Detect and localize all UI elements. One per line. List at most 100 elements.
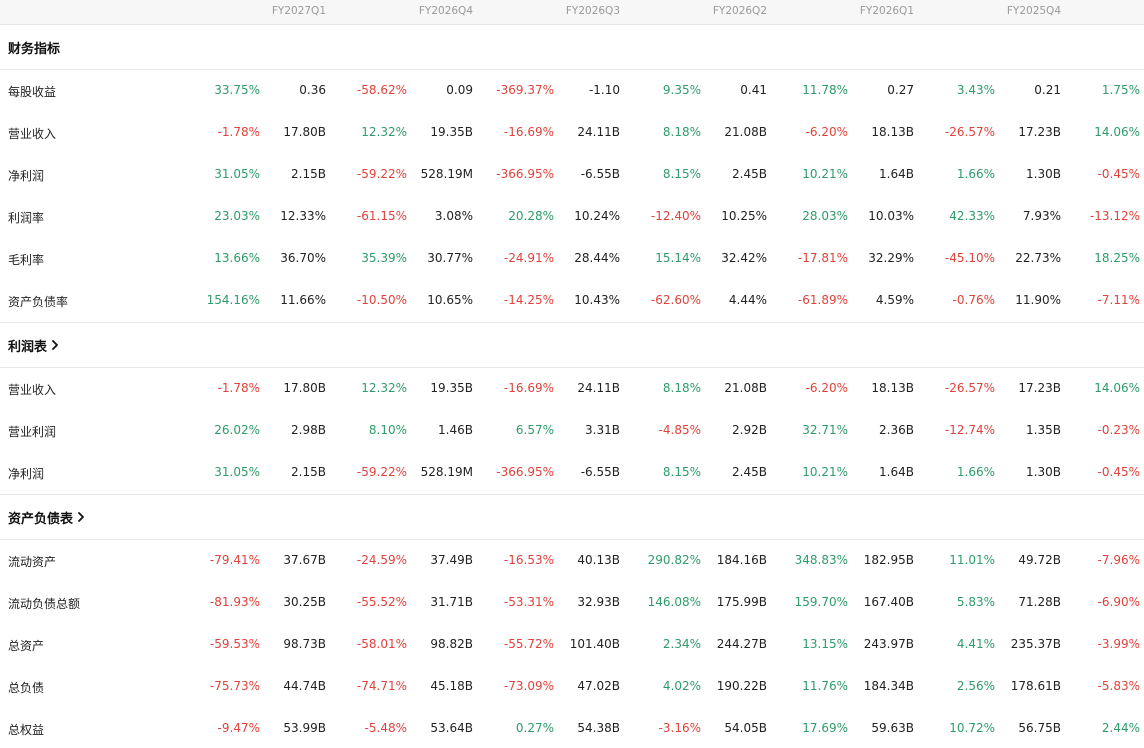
metric-value: 11.90% bbox=[1015, 293, 1061, 307]
metric-value: 44.74B bbox=[283, 679, 326, 693]
change-percent: 11.01% bbox=[949, 553, 995, 567]
metric-value: 49.72B bbox=[1018, 553, 1061, 567]
change-percent: -7.11% bbox=[1097, 293, 1140, 307]
chevron-right-icon bbox=[48, 338, 62, 352]
change-percent: 15.14% bbox=[655, 251, 701, 265]
metric-value: -1.10 bbox=[588, 83, 620, 97]
change-percent: -6.20% bbox=[805, 381, 848, 395]
metric-value: 190.22B bbox=[716, 679, 767, 693]
change-percent: -13.12% bbox=[1089, 209, 1140, 223]
metric-value: 2.45B bbox=[732, 465, 767, 479]
period-header: FY2026Q1 bbox=[859, 5, 914, 17]
change-percent: 26.02% bbox=[214, 423, 260, 437]
metric-value: 59.63B bbox=[871, 721, 914, 735]
metric-value: 71.28B bbox=[1018, 595, 1061, 609]
change-percent: -26.57% bbox=[944, 381, 995, 395]
change-percent: 2.34% bbox=[662, 637, 701, 651]
change-percent: -81.93% bbox=[209, 595, 260, 609]
metric-value: 528.19M bbox=[420, 167, 473, 181]
table-row: 总负债 -75.73% 44.74B -74.71% 45.18B -73.09% 47.0… bbox=[0, 666, 1144, 708]
table-row: 流动资产 -79.41% 37.67B -24.59% 37.49B -16.53% 40.… bbox=[0, 540, 1144, 582]
change-percent: -53.31% bbox=[503, 595, 554, 609]
row-label: 总负债 bbox=[8, 681, 45, 695]
metric-value: 53.64B bbox=[430, 721, 473, 735]
metric-value: 1.30B bbox=[1026, 465, 1061, 479]
metric-value: 10.03% bbox=[868, 209, 914, 223]
metric-value: 36.70% bbox=[280, 251, 326, 265]
row-label: 流动负债总额 bbox=[8, 597, 81, 611]
change-percent: 8.10% bbox=[368, 423, 407, 437]
change-percent: -26.57% bbox=[944, 125, 995, 139]
change-percent: -0.45% bbox=[1097, 465, 1140, 479]
metric-value: 1.64B bbox=[879, 465, 914, 479]
change-percent: 35.39% bbox=[361, 251, 407, 265]
metric-value: 182.95B bbox=[863, 553, 914, 567]
change-percent: 146.08% bbox=[647, 595, 701, 609]
change-percent: -58.01% bbox=[356, 637, 407, 651]
row-label: 总资产 bbox=[8, 639, 45, 653]
metric-value: 40.13B bbox=[577, 553, 620, 567]
change-percent: 3.43% bbox=[956, 83, 995, 97]
period-header-row: FY2027Q1 FY2026Q4 FY2026Q3 FY2026Q2 FY2026Q1… bbox=[0, 0, 1144, 25]
change-percent: 10.21% bbox=[802, 167, 848, 181]
change-percent: 0.27% bbox=[515, 721, 554, 735]
change-percent: 5.83% bbox=[956, 595, 995, 609]
change-percent: 28.03% bbox=[802, 209, 848, 223]
section-title: 财务指标 bbox=[0, 25, 1144, 70]
change-percent: -59.22% bbox=[356, 465, 407, 479]
change-percent: -45.10% bbox=[944, 251, 995, 265]
metric-value: 10.43% bbox=[574, 293, 620, 307]
period-header: FY2026Q4 bbox=[418, 5, 473, 17]
change-percent: 4.02% bbox=[662, 679, 701, 693]
row-label: 净利润 bbox=[8, 467, 45, 481]
change-percent: 8.15% bbox=[662, 465, 701, 479]
period-header: FY2025Q4 bbox=[1006, 5, 1061, 17]
table-row: 利润率 23.03% 12.33% -61.15% 3.08% 20.28% 10.24% -… bbox=[0, 196, 1144, 238]
metric-value: 30.25B bbox=[283, 595, 326, 609]
change-percent: -5.83% bbox=[1097, 679, 1140, 693]
change-percent: 18.25% bbox=[1094, 251, 1140, 265]
section-title[interactable]: 利润表 bbox=[0, 322, 1144, 368]
table-row: 营业收入 -1.78% 17.80B 12.32% 19.35B -16.69% 24.11… bbox=[0, 112, 1144, 154]
change-percent: -75.73% bbox=[209, 679, 260, 693]
metric-value: 24.11B bbox=[577, 125, 620, 139]
metric-value: 31.71B bbox=[430, 595, 473, 609]
change-percent: -1.78% bbox=[217, 381, 260, 395]
change-percent: 20.28% bbox=[508, 209, 554, 223]
metric-value: 1.46B bbox=[438, 423, 473, 437]
metric-value: 184.16B bbox=[716, 553, 767, 567]
change-percent: 4.41% bbox=[956, 637, 995, 651]
metric-value: 4.59% bbox=[875, 293, 914, 307]
metric-value: 10.24% bbox=[574, 209, 620, 223]
change-percent: 13.15% bbox=[802, 637, 848, 651]
change-percent: 10.21% bbox=[802, 465, 848, 479]
metric-value: 7.93% bbox=[1022, 209, 1061, 223]
change-percent: 6.57% bbox=[515, 423, 554, 437]
metric-value: 178.61B bbox=[1010, 679, 1061, 693]
change-percent: 12.32% bbox=[361, 381, 407, 395]
metric-value: 17.80B bbox=[283, 381, 326, 395]
change-percent: -17.81% bbox=[797, 251, 848, 265]
metric-value: 24.11B bbox=[577, 381, 620, 395]
row-label: 营业收入 bbox=[8, 383, 57, 397]
metric-value: 53.99B bbox=[283, 721, 326, 735]
change-percent: 17.69% bbox=[802, 721, 848, 735]
change-percent: -62.60% bbox=[650, 293, 701, 307]
section-title[interactable]: 资产负债表 bbox=[0, 494, 1144, 540]
change-percent: -6.20% bbox=[805, 125, 848, 139]
change-percent: 8.18% bbox=[662, 381, 701, 395]
metric-value: 21.08B bbox=[724, 381, 767, 395]
metric-value: 19.35B bbox=[430, 125, 473, 139]
change-percent: 1.66% bbox=[956, 167, 995, 181]
change-percent: 159.70% bbox=[794, 595, 848, 609]
metric-value: 3.31B bbox=[585, 423, 620, 437]
table-row: 流动负债总额 -81.93% 30.25B -55.52% 31.71B -53.31% 3… bbox=[0, 582, 1144, 624]
metric-value: 98.82B bbox=[430, 637, 473, 651]
change-percent: -16.53% bbox=[503, 553, 554, 567]
metric-value: 2.45B bbox=[732, 167, 767, 181]
metric-value: 17.23B bbox=[1018, 381, 1061, 395]
metric-value: 10.25% bbox=[721, 209, 767, 223]
metric-value: 17.23B bbox=[1018, 125, 1061, 139]
change-percent: 348.83% bbox=[794, 553, 848, 567]
